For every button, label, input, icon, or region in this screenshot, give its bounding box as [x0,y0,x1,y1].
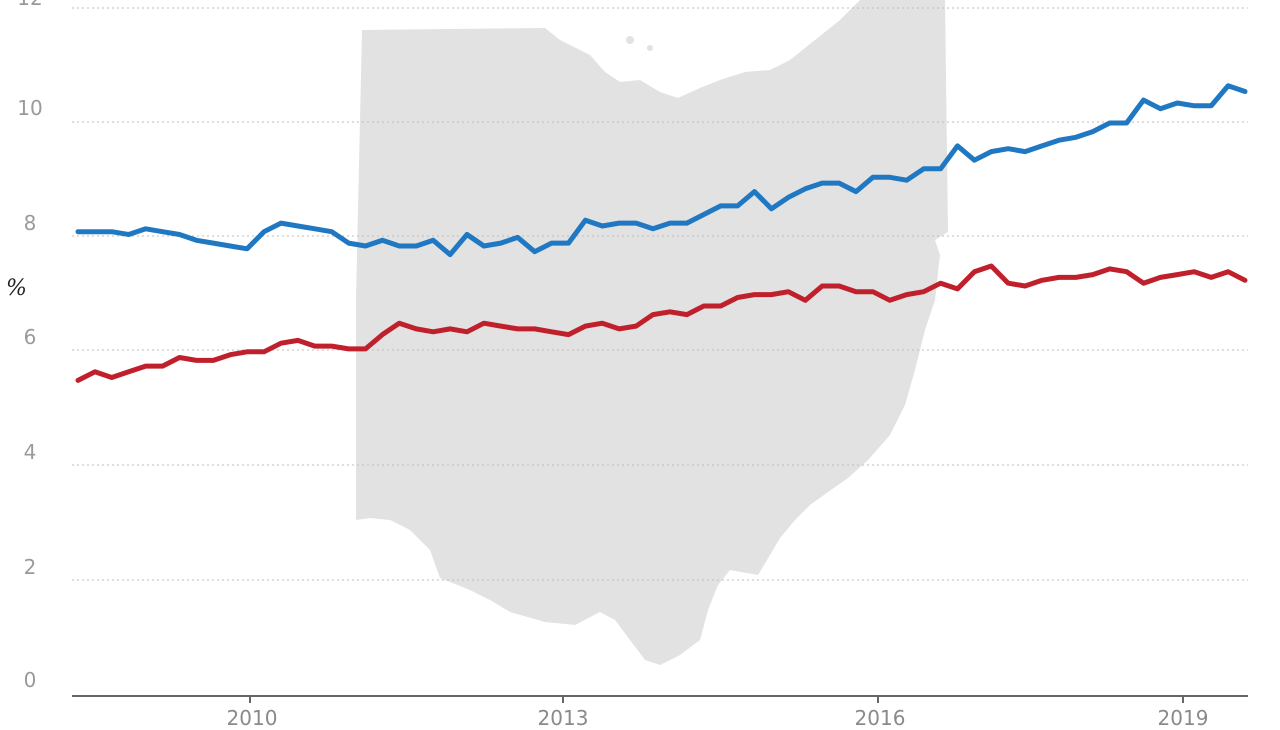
y-tick-label: 4 [23,440,37,464]
y-tick-label: 10 [17,96,43,120]
lake-island-shape [647,45,653,51]
x-tick-label: 2013 [537,706,589,730]
y-tick-label: 12 [0,0,60,10]
blue-series-line [75,83,1248,258]
y-axis-label: % [6,276,27,301]
y-tick-label: 6 [23,325,37,349]
x-axis-ticks [249,696,1184,703]
x-tick-label: 2010 [226,706,278,730]
x-tick-label: 2019 [1157,706,1209,730]
ohio-map-shape [356,0,948,665]
y-tick-label: 0 [23,668,37,692]
red-series-line [75,263,1248,383]
lake-island-shape [626,36,634,44]
y-tick-label: 8 [23,211,37,235]
y-tick-label: 2 [23,555,37,579]
x-tick-label: 2016 [854,706,906,730]
